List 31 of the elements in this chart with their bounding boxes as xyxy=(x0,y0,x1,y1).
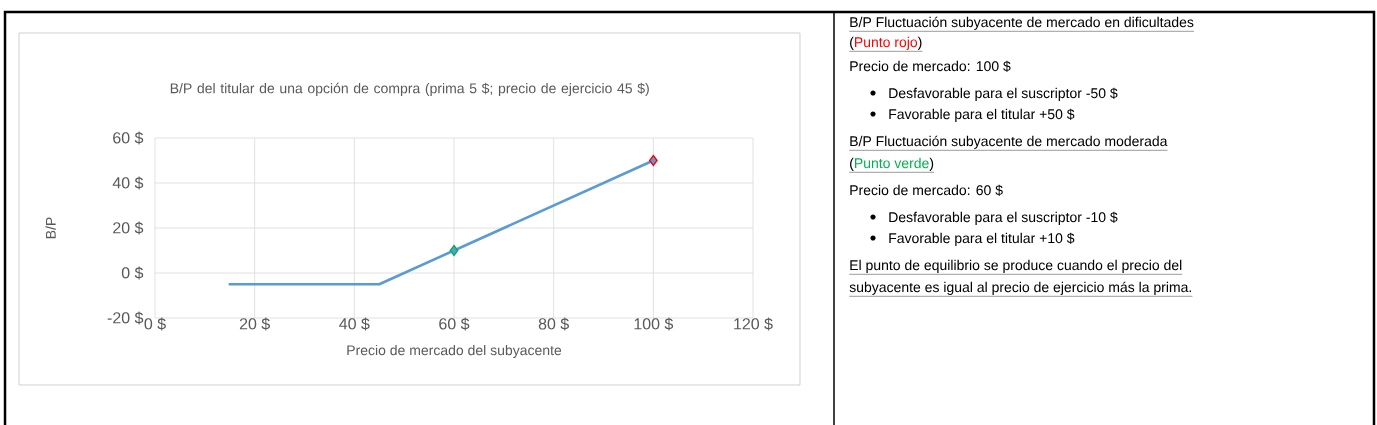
text: Desfavorable para el suscriptor -50 $ xyxy=(889,87,1118,101)
y-tick-label: 0 $ xyxy=(121,266,144,280)
x-tick-label: 0 $ xyxy=(144,317,166,331)
y-axis-title: B/P xyxy=(45,217,56,239)
text: Precio de mercado: 60 $ xyxy=(850,184,1003,196)
x-tick-label: 20 $ xyxy=(239,317,270,331)
x-tick-label: 80 $ xyxy=(538,317,569,331)
text: subyacente es igual al precio de ejercicio más la prima. xyxy=(849,281,1192,295)
text: ) xyxy=(917,36,922,50)
x-axis-title: Precio de mercado del subyacente xyxy=(347,344,562,358)
y-tick-label: -20 $ xyxy=(107,311,144,325)
text: B/P Fluctuación subyacente de mercado en dificultades xyxy=(850,16,1194,30)
x-tick-label: 100 $ xyxy=(634,317,674,331)
text: Precio de mercado: 100 $ xyxy=(850,60,1011,72)
text: ) xyxy=(929,157,934,171)
x-tick-label: 40 $ xyxy=(339,317,370,331)
x-tick-label: 120 $ xyxy=(734,317,773,331)
text: El punto de equilibrio se produce cuando el precio del xyxy=(850,259,1182,273)
text: ( xyxy=(850,36,854,50)
text: Favorable para el titular +50 $ xyxy=(889,108,1075,122)
text: Desfavorable para el suscriptor -10 $ xyxy=(889,211,1118,225)
text: B/P Fluctuación subyacente de mercado moderada xyxy=(850,135,1168,149)
text: Punto verde xyxy=(855,157,929,169)
text: ( xyxy=(850,157,854,171)
chart-title: B/P del titular de una opción de compra (prima 5 $; precio de ejercicio 45 $) xyxy=(170,82,649,97)
x-tick-label: 60 $ xyxy=(439,317,470,331)
y-tick-label: 60 $ xyxy=(113,131,144,145)
y-tick-label: 20 $ xyxy=(113,221,144,235)
text: Punto rojo xyxy=(855,36,918,50)
text: Favorable para el titular +10 $ xyxy=(889,232,1075,246)
y-tick-label: 40 $ xyxy=(112,176,144,190)
